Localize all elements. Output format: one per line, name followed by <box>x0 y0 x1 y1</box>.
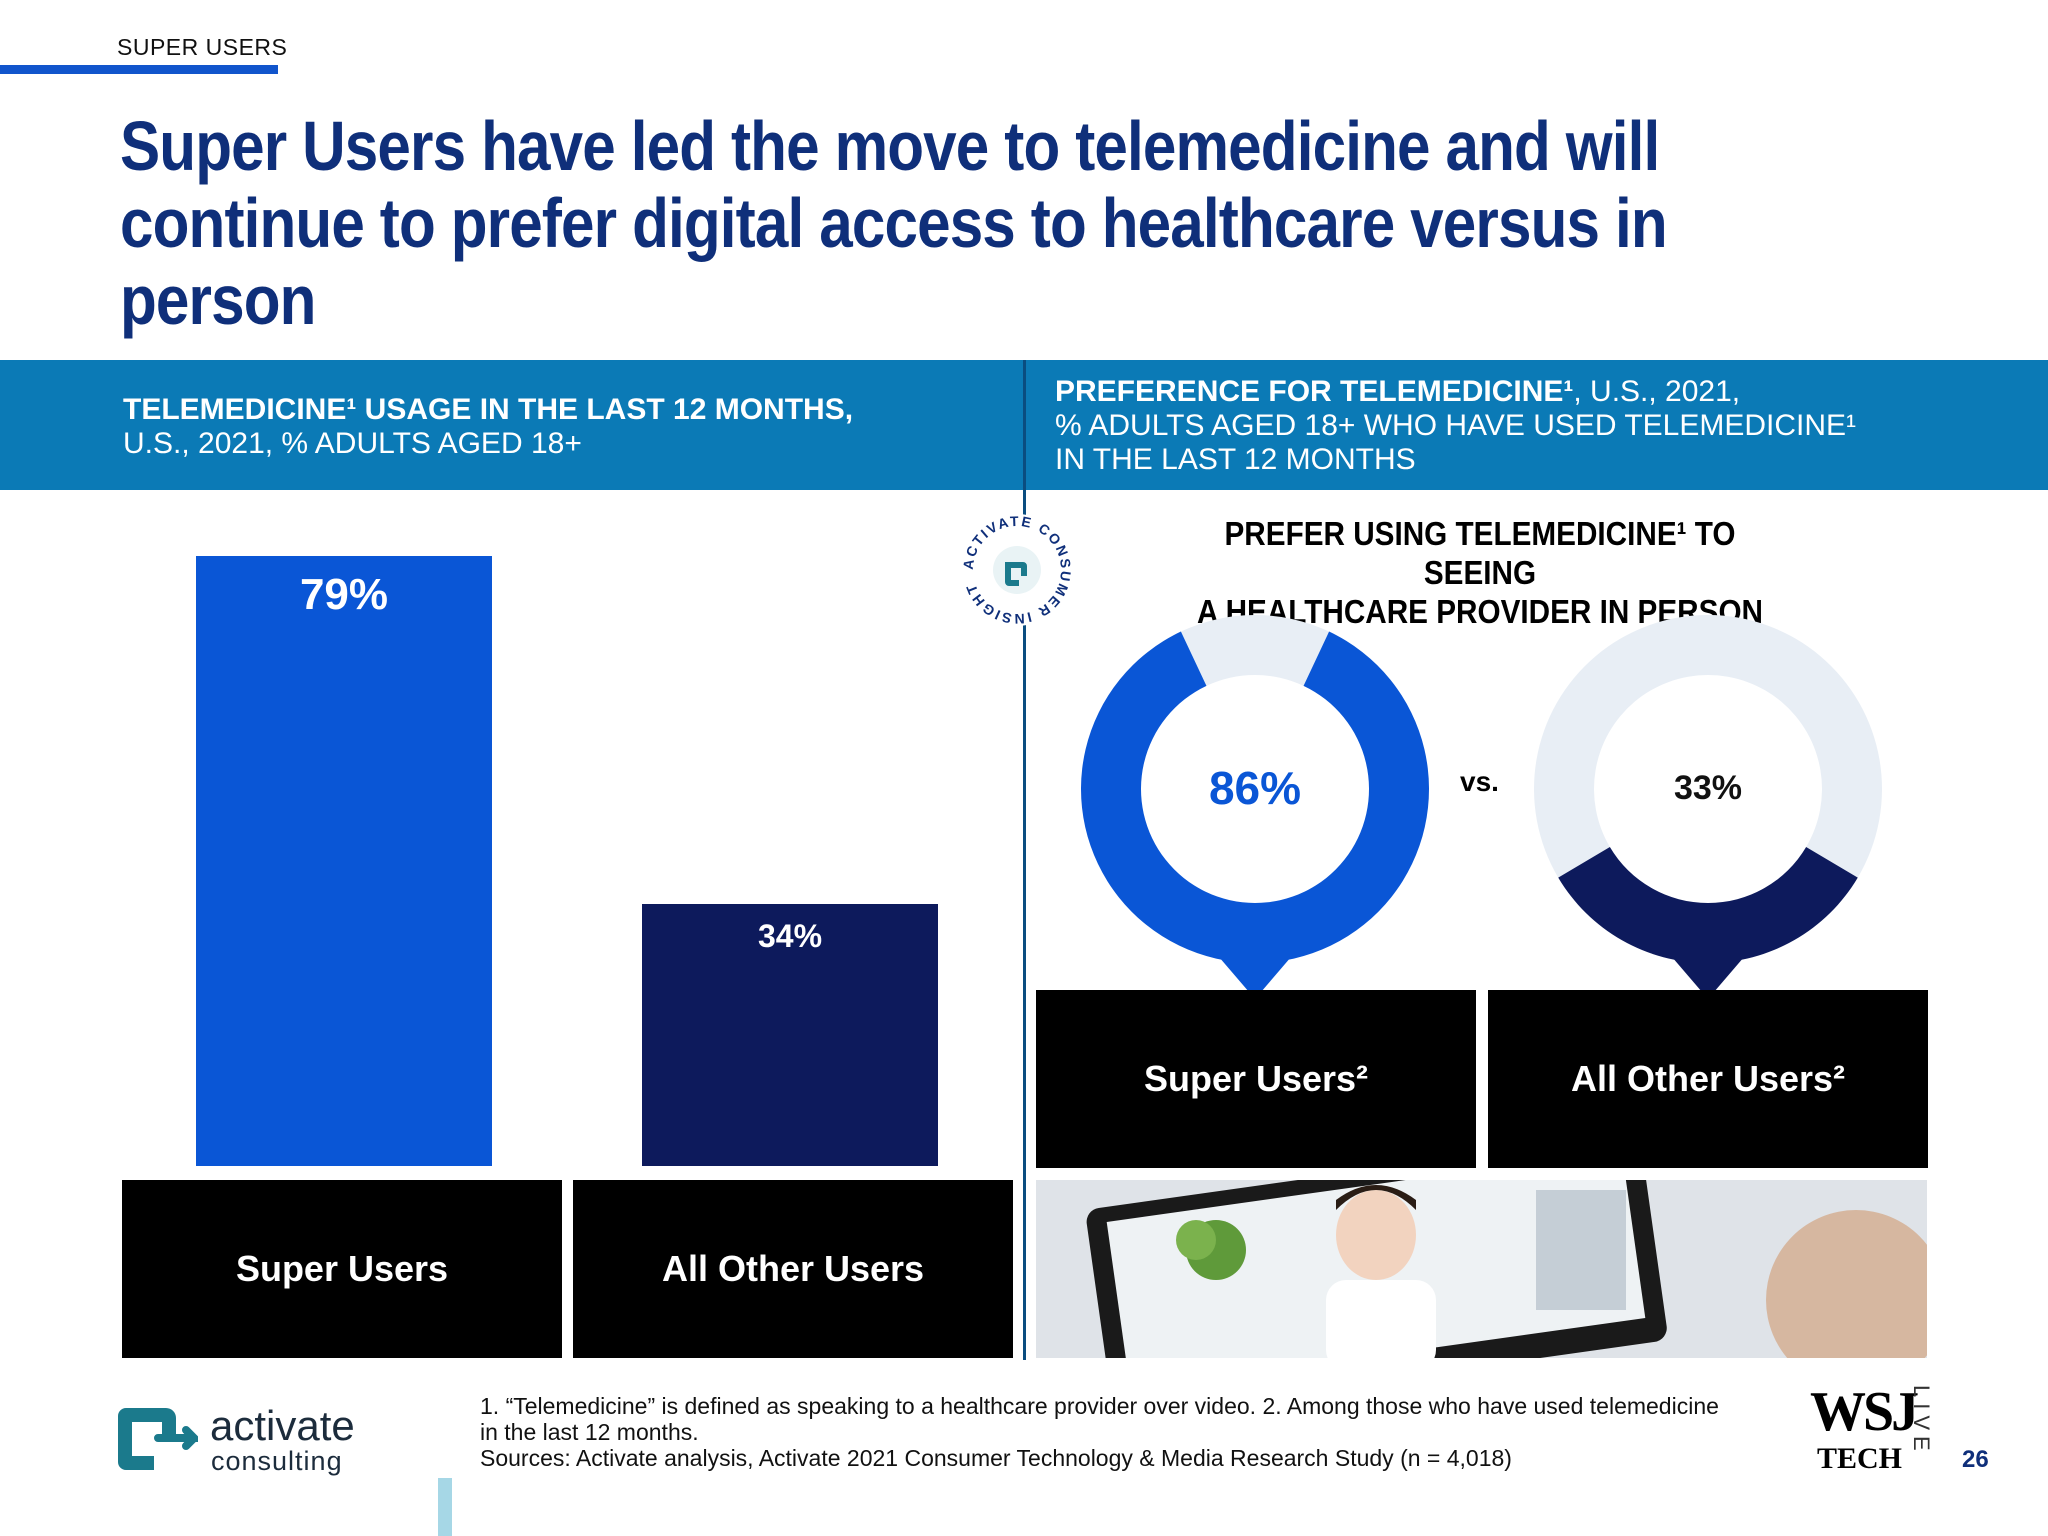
activate-logo-icon <box>1005 562 1027 586</box>
activate-consumer-insight-badge: ACTIVATE CONSUMER INSIGHT <box>960 513 1073 627</box>
wsj-logo: WSJ <box>1810 1381 1919 1443</box>
footer-accent-bar <box>438 1478 452 1536</box>
right-panel-title: PREFERENCE FOR TELEMEDICINE¹, U.S., 2021… <box>1055 375 1856 477</box>
bar-chart: 79% Super Users 34% All Other Users <box>0 0 1024 1360</box>
section-tag: SUPER USERS <box>117 34 288 60</box>
footnote-line2: in the last 12 months. <box>480 1419 699 1445</box>
donut-value-label: 33% <box>1673 769 1743 807</box>
activate-logo-mark-icon <box>118 1408 198 1470</box>
donut-segment-all-other-users <box>1558 847 1858 963</box>
donut-pointer <box>1219 957 1291 999</box>
left-panel-title-bold: TELEMEDICINE¹ USAGE IN THE LAST 12 MONTH… <box>123 393 854 426</box>
donut-value-label: 86% <box>1208 762 1302 814</box>
right-panel-title-line2: % ADULTS AGED 18+ WHO HAVE USED TELEMEDI… <box>1055 409 1857 442</box>
donut-pointer <box>1672 957 1744 999</box>
donut-category-label: Super Users² <box>1036 990 1476 1168</box>
panel-divider <box>1023 360 1026 1360</box>
bar-category-label: All Other Users <box>573 1180 1013 1358</box>
right-panel-title-line3: IN THE LAST 12 MONTHS <box>1055 443 1416 476</box>
page-number: 26 <box>1962 1446 1989 1473</box>
doctor-tablet-photo <box>1036 1180 1927 1358</box>
logo-subtitle: consulting <box>211 1446 343 1476</box>
left-panel-title: TELEMEDICINE¹ USAGE IN THE LAST 12 MONTH… <box>123 393 853 461</box>
logo-wordmark: activate <box>210 1402 355 1449</box>
right-panel-title-rest: , U.S., 2021, <box>1573 375 1741 408</box>
right-panel-title-bold: PREFERENCE FOR TELEMEDICINE¹ <box>1055 375 1574 408</box>
footnote-sources: Sources: Activate analysis, Activate 202… <box>480 1445 1512 1471</box>
headline: Super Users have led the move to telemed… <box>120 107 1668 339</box>
donut-subtitle: PREFER USING TELEMEDICINE¹ TO SEEING A H… <box>1165 514 1795 631</box>
bar-all-other-users <box>642 903 938 1166</box>
bar-value-label: 34% <box>757 917 823 954</box>
donut-category-label: All Other Users² <box>1488 990 1928 1168</box>
donut-subtitle-line1: PREFER USING TELEMEDICINE¹ TO SEEING <box>1224 515 1736 591</box>
donut-subtitle-line2: A HEALTHCARE PROVIDER IN PERSON <box>1196 593 1763 630</box>
vs-label: vs. <box>1460 766 1499 797</box>
donut-track <box>1534 614 1882 878</box>
left-panel-title-rest: U.S., 2021, % ADULTS AGED 18+ <box>123 427 582 460</box>
wsj-live-label: LIVE <box>1909 1385 1934 1457</box>
footnotes: 1. “Telemedicine” is defined as speaking… <box>480 1393 1780 1471</box>
section-rule <box>0 65 278 74</box>
bar-value-label: 79% <box>299 570 389 620</box>
footnote-line1: 1. “Telemedicine” is defined as speaking… <box>480 1393 1719 1419</box>
donut-segment-super-users <box>1081 631 1429 963</box>
bar-category-label: Super Users <box>122 1180 562 1358</box>
wsj-tech-label: TECH <box>1817 1442 1903 1475</box>
bar-super-users <box>196 556 492 1166</box>
